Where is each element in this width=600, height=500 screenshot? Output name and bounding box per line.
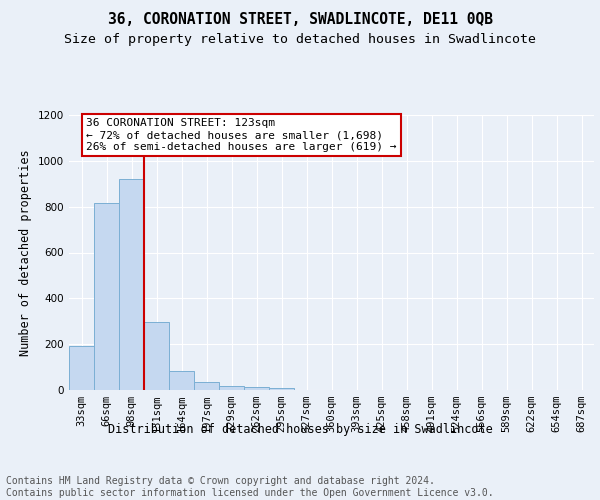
Text: 36, CORONATION STREET, SWADLINCOTE, DE11 0QB: 36, CORONATION STREET, SWADLINCOTE, DE11… — [107, 12, 493, 28]
Bar — [119, 179, 144, 390]
Text: Distribution of detached houses by size in Swadlincote: Distribution of detached houses by size … — [107, 422, 493, 436]
Text: Size of property relative to detached houses in Swadlincote: Size of property relative to detached ho… — [64, 32, 536, 46]
Bar — [69, 346, 94, 390]
Bar — [144, 322, 169, 390]
Text: 36 CORONATION STREET: 123sqm
← 72% of detached houses are smaller (1,698)
26% of: 36 CORONATION STREET: 123sqm ← 72% of de… — [86, 118, 397, 152]
Bar — [194, 382, 219, 390]
Bar — [244, 386, 269, 390]
Bar — [169, 371, 194, 390]
Bar — [269, 388, 294, 390]
Text: Contains HM Land Registry data © Crown copyright and database right 2024.
Contai: Contains HM Land Registry data © Crown c… — [6, 476, 494, 498]
Y-axis label: Number of detached properties: Number of detached properties — [19, 149, 32, 356]
Bar — [94, 203, 119, 390]
Bar — [219, 386, 244, 390]
